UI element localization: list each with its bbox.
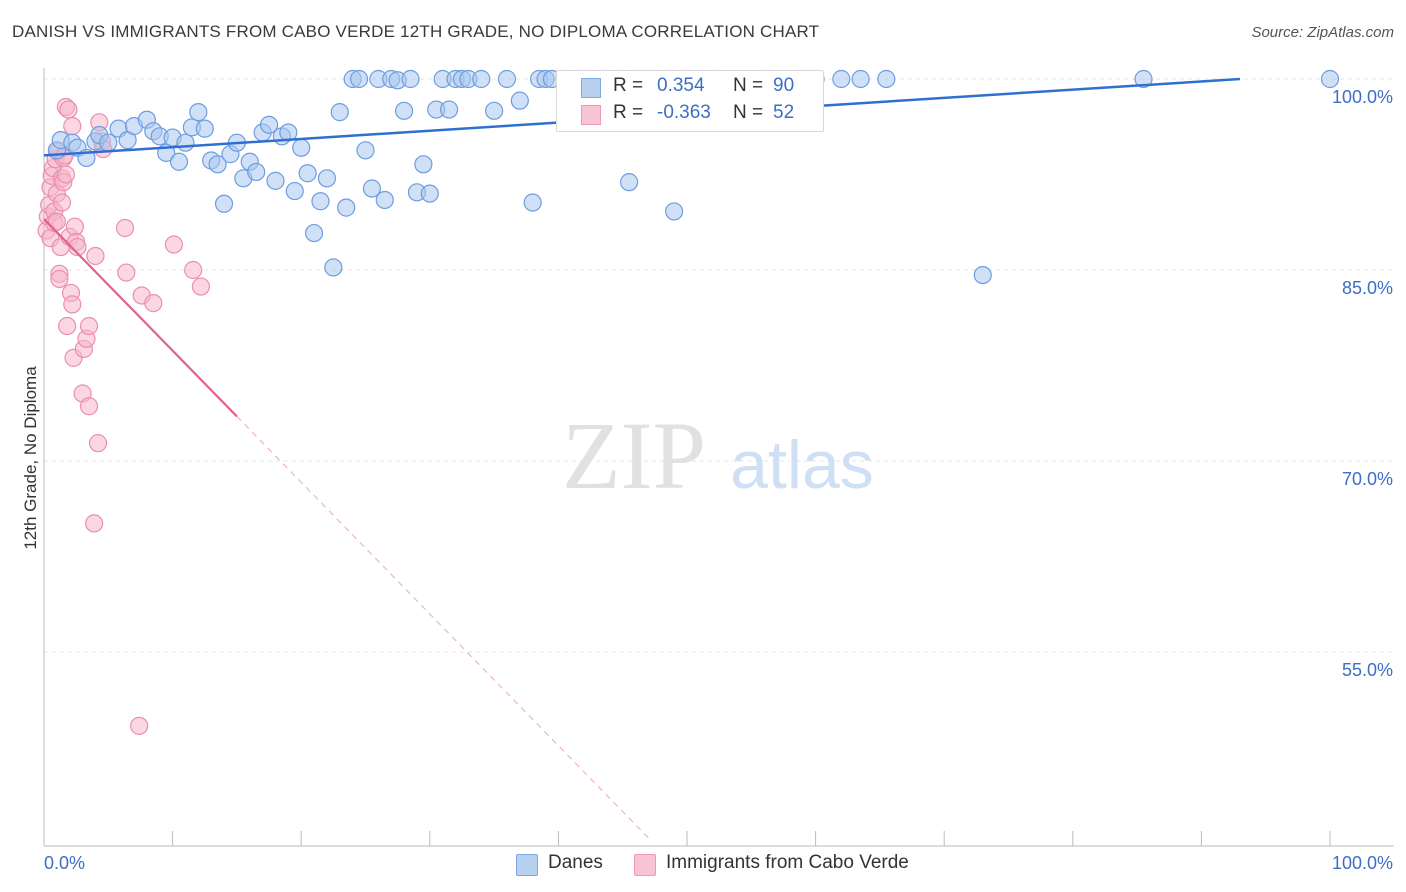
- cabo-verde-point: [47, 212, 66, 231]
- n-value: 52: [773, 102, 795, 123]
- danes-point: [620, 173, 639, 192]
- danes-point: [665, 202, 684, 221]
- r-value: -0.363: [657, 102, 711, 123]
- cabo-verde-point: [50, 269, 69, 289]
- pink-swatch: [581, 105, 601, 125]
- danes-point: [330, 103, 349, 122]
- cabo-verde-label: Immigrants from Cabo Verde: [666, 852, 909, 873]
- danes-point: [439, 100, 459, 119]
- cabo-verde-point: [164, 235, 183, 254]
- danes-point: [851, 69, 870, 89]
- cabo-verde-point: [52, 193, 72, 212]
- danes-swatch: [516, 854, 538, 876]
- cabo-verde-point: [63, 117, 82, 136]
- cabo-verde-point: [79, 397, 99, 416]
- cabo-verde-point: [115, 218, 135, 238]
- danes-point: [214, 194, 234, 213]
- danes-point: [877, 69, 896, 89]
- cabo-verde-points: [37, 97, 210, 735]
- danes-point: [1320, 69, 1340, 89]
- danes-point: [356, 141, 375, 160]
- danes-point: [832, 69, 851, 89]
- danes-point: [362, 179, 382, 198]
- danes-point: [304, 223, 324, 243]
- danes-point: [285, 181, 304, 201]
- blue-swatch: [581, 78, 601, 98]
- danes-point: [1134, 69, 1153, 89]
- danes-point: [349, 69, 369, 89]
- chart-title: DANISH VS IMMIGRANTS FROM CABO VERDE 12T…: [12, 22, 820, 41]
- x-tick-label: 100.0%: [1332, 853, 1393, 873]
- cabo-verde-point: [184, 260, 203, 280]
- y-axis-label: 12th Grade, No Diploma: [21, 366, 40, 550]
- danes-point: [208, 155, 227, 174]
- n-value: 90: [773, 75, 795, 96]
- danes-point: [420, 184, 439, 203]
- danes-point: [375, 190, 394, 210]
- y-tick-label: 55.0%: [1342, 660, 1393, 680]
- danes-point: [324, 258, 343, 277]
- cabo-verde-point: [58, 316, 77, 336]
- watermark-atlas: atlas: [730, 427, 874, 503]
- r-label: R =: [613, 102, 644, 123]
- danes-label: Danes: [548, 852, 603, 873]
- danes-point: [401, 69, 420, 89]
- danes-point: [311, 192, 330, 211]
- danes-points: [47, 69, 1340, 285]
- danes-point: [292, 138, 311, 157]
- cabo-verde-point: [56, 165, 75, 184]
- r-value: 0.354: [657, 75, 705, 96]
- cabo-verde-point: [65, 217, 84, 236]
- tick-labels: 100.0% 85.0% 70.0% 55.0% 0.0% 100.0%: [44, 87, 1393, 873]
- danes-point: [394, 101, 414, 120]
- watermark-zip: ZIP: [562, 402, 706, 509]
- x-tick-label: 0.0%: [44, 853, 85, 873]
- danes-point: [99, 133, 118, 152]
- cabo-verde-point: [144, 294, 163, 313]
- r-label: R =: [613, 75, 644, 96]
- danes-point: [973, 265, 992, 285]
- n-label: N =: [733, 102, 764, 123]
- danes-point: [259, 115, 279, 134]
- cabo-verde-point: [191, 277, 210, 296]
- danes-point: [472, 69, 491, 89]
- danes-point: [247, 162, 266, 182]
- cabo-verde-point: [63, 295, 82, 314]
- y-tick-label: 70.0%: [1342, 469, 1393, 489]
- danes-point: [176, 133, 195, 152]
- danes-point: [169, 152, 189, 171]
- cabo-verde-swatch: [634, 854, 656, 876]
- danes-point: [317, 169, 337, 188]
- n-label: N =: [733, 75, 764, 96]
- y-tick-label: 85.0%: [1342, 278, 1393, 298]
- correlation-legend: R = 0.354 N = 90 R = -0.363 N = 52: [556, 70, 824, 132]
- danes-point: [497, 69, 517, 89]
- cabo-verde-point: [68, 237, 87, 257]
- cabo-verde-point: [117, 263, 136, 282]
- cabo-verde-trend-line: [43, 218, 238, 418]
- cabo-verde-point: [86, 246, 105, 266]
- danes-point: [195, 119, 214, 138]
- cabo-verde-point: [79, 316, 99, 336]
- danes-point: [414, 155, 433, 174]
- danes-point: [523, 193, 542, 212]
- cabo-verde-point: [85, 514, 104, 533]
- cabo-verde-point: [88, 434, 108, 453]
- danes-point: [485, 101, 504, 120]
- danes-point: [510, 91, 529, 110]
- source-label: Source: ZipAtlas.com: [1251, 24, 1394, 41]
- danes-point: [337, 198, 356, 217]
- cabo-verde-point: [130, 716, 149, 735]
- y-tick-label: 100.0%: [1332, 87, 1393, 107]
- danes-point: [189, 103, 208, 122]
- watermark: ZIP atlas: [562, 402, 874, 509]
- cabo-verde-point: [59, 100, 78, 119]
- danes-point: [298, 164, 317, 183]
- danes-point: [266, 171, 285, 190]
